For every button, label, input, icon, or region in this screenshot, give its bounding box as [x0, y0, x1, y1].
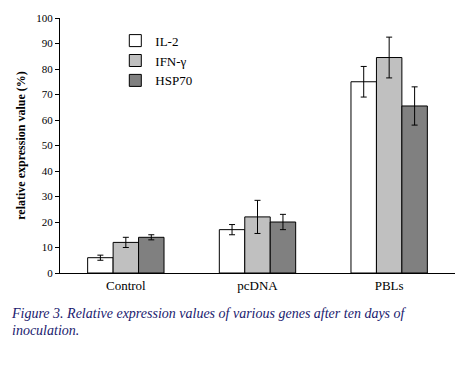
svg-text:90: 90	[42, 37, 54, 49]
svg-text:Control: Control	[106, 278, 146, 293]
svg-text:0: 0	[47, 267, 53, 279]
svg-text:80: 80	[42, 63, 54, 75]
svg-text:relative expression value (%): relative expression value (%)	[14, 71, 28, 220]
svg-text:60: 60	[42, 114, 54, 126]
svg-text:IL-2: IL-2	[155, 34, 178, 49]
html-text:Figure 3. Relative expression: Figure 3. Relative expression values of …	[12, 306, 405, 338]
svg-text:IFN-γ: IFN-γ	[155, 54, 186, 69]
svg-text:PBLs: PBLs	[375, 278, 404, 293]
svg-text:70: 70	[42, 88, 54, 100]
svg-text:20: 20	[42, 216, 54, 228]
svg-text:40: 40	[42, 165, 54, 177]
svg-text:10: 10	[42, 241, 54, 253]
svg-text:50: 50	[42, 139, 54, 151]
svg-text:30: 30	[42, 190, 54, 202]
svg-text:HSP70: HSP70	[155, 73, 192, 88]
svg-text:pcDNA: pcDNA	[237, 278, 278, 293]
svg-text:100: 100	[36, 12, 53, 24]
